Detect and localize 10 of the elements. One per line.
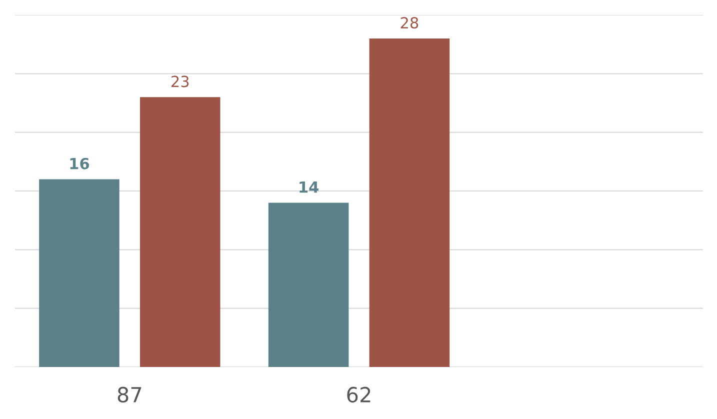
x-tick-label: 62 bbox=[347, 386, 370, 403]
bar bbox=[140, 97, 220, 367]
data-label: 14 bbox=[300, 181, 318, 193]
data-label: 28 bbox=[400, 17, 418, 29]
data-label: 16 bbox=[70, 158, 90, 170]
bar bbox=[268, 202, 349, 367]
x-tick-label: 87 bbox=[118, 386, 142, 403]
bar bbox=[369, 38, 450, 367]
bar bbox=[39, 179, 120, 367]
data-label: 23 bbox=[172, 76, 189, 88]
